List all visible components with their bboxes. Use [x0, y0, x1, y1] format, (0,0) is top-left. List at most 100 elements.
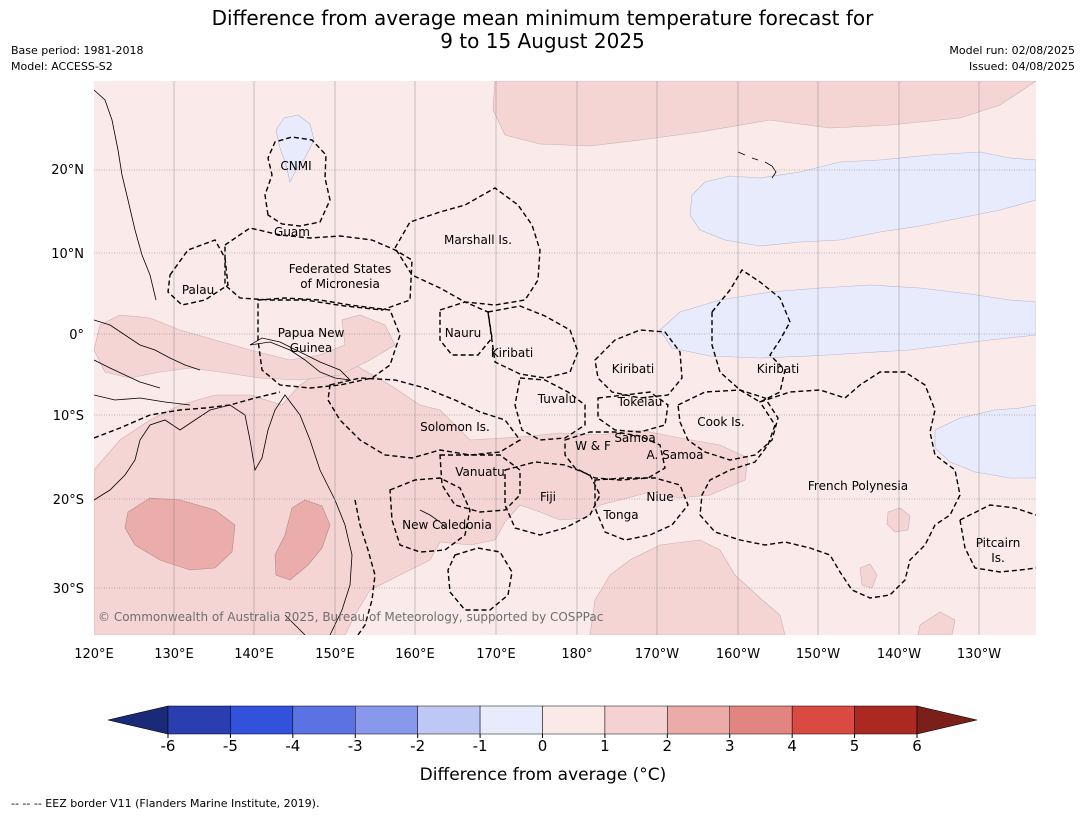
- meta-left: Base period: 1981-2018 Model: ACCESS-S2: [11, 43, 143, 75]
- colorbar-tick-label: -3: [348, 737, 363, 755]
- lon-label-170w: 170°W: [635, 647, 679, 662]
- copyright-notice: © Commonwealth of Australia 2025, Bureau…: [98, 610, 603, 624]
- label-american-samoa: A. Samoa: [647, 448, 704, 462]
- label-tuvalu: Tuvalu: [537, 392, 577, 406]
- eez-newcal: [389, 477, 471, 553]
- nz-coastline: [284, 614, 306, 635]
- latitude-axis: 20°N 10°N 0° 10°S 20°S 30°S: [51, 163, 84, 597]
- eez-niue-tonga: [594, 477, 689, 541]
- label-french-polynesia: French Polynesia: [808, 479, 908, 493]
- colorbar-tick-label: -2: [410, 737, 425, 755]
- label-fsm-line-1: Federated States: [289, 262, 391, 276]
- label-png-line-1: Papua New: [278, 326, 345, 340]
- colorbar-cell: [417, 705, 481, 735]
- colorbar: -6 -5 -4 -3 -2 -1 0 1 2 3 4 5 6 Difference from aver…: [107, 705, 978, 785]
- label-solomon-islands: Solomon Is.: [420, 420, 490, 434]
- eez-wf-samoa: [564, 431, 666, 481]
- label-pitcairn-line-1: Pitcairn: [976, 536, 1021, 550]
- eez-norfolk: [447, 547, 513, 611]
- map-canvas: CNMI Guam Marshall Is. Federated States …: [94, 81, 1036, 635]
- label-fsm-line-2: of Micronesia: [300, 277, 380, 291]
- eez-pitcairn: [959, 504, 1036, 573]
- australia-coastline: [94, 394, 353, 635]
- label-guam: Guam: [274, 225, 310, 239]
- model-name: Model: ACCESS-S2: [11, 60, 113, 73]
- colorbar-title: Difference from average (°C): [420, 765, 667, 785]
- eez-marshall: [394, 187, 541, 306]
- colorbar-cell: [667, 705, 730, 735]
- latitude-lines: [94, 169, 1036, 589]
- colorbar-low-extension: [107, 705, 169, 735]
- label-tokelau: Tokelau: [617, 395, 663, 409]
- cool-region-southeast: [934, 404, 1036, 479]
- issued-date: Issued: 04/08/2025: [968, 60, 1075, 73]
- eez-cnmi: [264, 136, 331, 227]
- label-pitcairn-line-2: Is.: [991, 551, 1005, 565]
- hawaii-coastline: [737, 151, 777, 179]
- eez-png-south: [94, 391, 281, 439]
- eez-png: [257, 297, 401, 389]
- eez-australia-east: [354, 499, 376, 635]
- colorbar-tick-label: 3: [725, 737, 735, 755]
- label-png-line-2: Guinea: [290, 341, 333, 355]
- model-run: Model run: 02/08/2025: [949, 44, 1075, 57]
- colorbar-tick-label: -1: [473, 737, 488, 755]
- label-nauru: Nauru: [445, 326, 481, 340]
- maritime-se-asia-coastline: [94, 89, 201, 406]
- lon-label-130e: 130°E: [154, 647, 194, 662]
- colorbar-tick-label: -6: [161, 737, 176, 755]
- lat-label-20n: 20°N: [51, 163, 84, 178]
- eez-tokelau: [597, 391, 669, 433]
- colorbar-cell: [230, 705, 294, 735]
- label-samoa: Samoa: [614, 431, 655, 445]
- meta-right: Model run: 02/08/2025 Issued: 04/08/2025: [949, 43, 1075, 75]
- colorbar-tick-label: -5: [223, 737, 238, 755]
- lat-label-30s: 30°S: [53, 582, 84, 597]
- label-wallis-futuna: W & F: [575, 439, 611, 453]
- colorbar-cell: [167, 705, 231, 735]
- lon-label-140e: 140°E: [234, 647, 274, 662]
- label-tonga: Tonga: [602, 508, 638, 522]
- colorbar-tick-label: 4: [787, 737, 797, 755]
- warm-region-png: [94, 314, 396, 381]
- warm-patch-southeast: [917, 611, 956, 635]
- eez-kiribati-w: [487, 305, 579, 379]
- eez-tuvalu: [514, 377, 586, 441]
- colorbar-tick-label: 5: [850, 737, 860, 755]
- colorbar-cell: [604, 705, 668, 735]
- lat-label-10n: 10°N: [51, 247, 84, 262]
- label-niue: Niue: [646, 490, 673, 504]
- lat-label-0: 0°: [69, 328, 84, 343]
- cool-region-equatorial: [659, 284, 1036, 359]
- warmer-region-west: [124, 497, 236, 571]
- eez-french-polynesia: [699, 371, 961, 599]
- eez-cook: [677, 389, 779, 461]
- label-kiribati-west: Kiribati: [491, 346, 533, 360]
- colorbar-tick-label: 2: [663, 737, 673, 755]
- eez-borders: [94, 136, 1036, 635]
- colorbar-tick-label: 6: [912, 737, 922, 755]
- eez-solomon: [327, 377, 522, 459]
- label-marshall-islands: Marshall Is.: [444, 233, 512, 247]
- eez-kiribati-e: [711, 269, 791, 403]
- label-new-caledonia: New Caledonia: [402, 518, 492, 532]
- colorbar-high-extension: [916, 705, 978, 735]
- eez-fiji: [504, 461, 601, 536]
- lat-label-10s: 10°S: [53, 409, 84, 424]
- cool-region-north: [689, 151, 1036, 247]
- warm-region-north: [492, 81, 1036, 147]
- warm-region-southeast: [589, 539, 786, 635]
- lon-label-150e: 150°E: [315, 647, 355, 662]
- colorbar-cell: [791, 705, 855, 735]
- colorbar-cell: [479, 705, 543, 735]
- lon-label-160w: 160°W: [716, 647, 760, 662]
- graticule: [173, 81, 980, 635]
- title-line-2: 9 to 15 August 2025: [440, 29, 645, 53]
- colorbar-cell: [355, 705, 418, 735]
- label-palau: Palau: [182, 283, 214, 297]
- eez-footnote: -- -- -- EEZ border V11 (Flanders Marine…: [11, 797, 320, 810]
- lon-label-140w: 140°W: [877, 647, 921, 662]
- label-kiribati-east: Kiribati: [757, 362, 799, 376]
- colorbar-tick-label: 1: [600, 737, 610, 755]
